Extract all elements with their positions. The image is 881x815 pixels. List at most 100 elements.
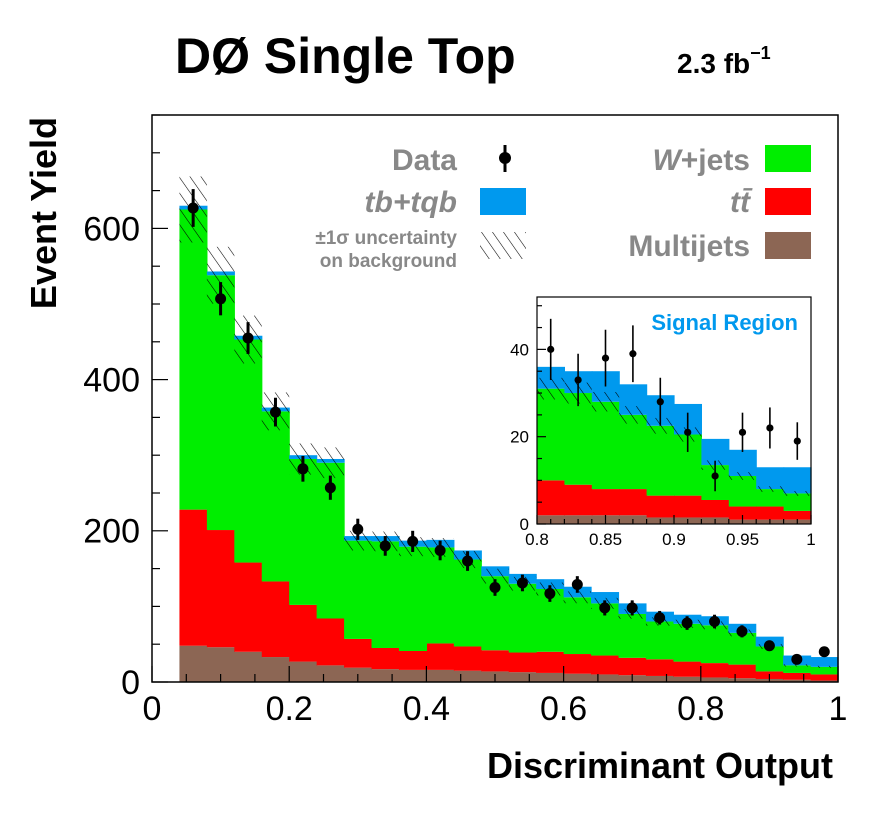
- y-axis-label: Event Yield: [23, 117, 64, 309]
- main-bar-wjets-16: [618, 613, 647, 658]
- main-data-point-11: [489, 582, 501, 593]
- inset-bar-wjets-8: [756, 489, 785, 507]
- main-bar-multijets-15: [591, 674, 620, 682]
- main-bar-tt-4: [289, 604, 318, 662]
- legend-label-uncertainty-2: on background: [320, 251, 457, 272]
- main-data-point-22: [791, 653, 803, 665]
- inset-bar-wjets-7: [728, 475, 757, 507]
- main-bar-tt-9: [426, 643, 455, 670]
- main-x-tick-label-3: 0.6: [540, 690, 587, 728]
- main-data-point-4: [297, 463, 309, 475]
- main-bar-multijets-10: [453, 670, 482, 682]
- x-axis-label: Discriminant Output: [487, 745, 833, 786]
- chart-title: DØ Single Top: [175, 28, 516, 84]
- main-bar-tt-12: [508, 652, 537, 673]
- inset-bar-tt-6: [701, 499, 730, 518]
- main-bar-tt-20: [728, 664, 757, 679]
- legend: Data tb+tqb ±1σ uncertainty on backgroun…: [315, 144, 811, 272]
- legend-swatch-wjets: [765, 145, 811, 172]
- inset-bar-tt-1: [564, 484, 593, 516]
- inset-bar-tt-5: [674, 495, 702, 518]
- main-bar-wjets-0: [179, 209, 208, 510]
- main-y-tick-label-2: 400: [83, 362, 140, 400]
- main-data-point-19: [709, 616, 721, 628]
- inset-bar-tt-3: [619, 489, 648, 516]
- inset-uncertainty-bin-8: [756, 486, 784, 492]
- legend-label-uncertainty: ±1σ uncertainty: [315, 228, 457, 249]
- inset-uncertainty-bin-9: [783, 491, 811, 496]
- inset-bar-wjets-4: [646, 425, 675, 496]
- main-data-point-3: [269, 406, 281, 418]
- main-data-point-17: [654, 612, 666, 624]
- main-uncertainty-bin-23: [810, 665, 838, 668]
- inset-axes: 0 20 40 0.8 0.85 0.9 0.95 1: [510, 305, 816, 549]
- main-bar-tt-23: [810, 674, 839, 681]
- main-x-tick-label-5: 1: [829, 690, 848, 728]
- main-bar-tbtqb-23: [810, 657, 839, 667]
- main-uncertainty-bin-5: [316, 447, 345, 479]
- main-bar-multijets-2: [234, 651, 263, 682]
- main-bar-wjets-23: [810, 666, 839, 675]
- inset-x-tick-label-0: 0.8: [525, 530, 549, 549]
- legend-label-ttbar: tt̄: [730, 186, 753, 219]
- inset-data-point-4: [656, 398, 664, 406]
- main-bar-wjets-18: [673, 623, 702, 662]
- main-y-tick-label-3: 600: [83, 210, 140, 248]
- inset-bar-tt-9: [783, 510, 812, 520]
- inset-data-points: [547, 318, 801, 492]
- inset-uncertainty-bin-0: [537, 377, 565, 400]
- main-bar-tt-22: [783, 672, 812, 680]
- legend-swatch-ttbar: [765, 188, 811, 215]
- main-bar-tt-2: [234, 562, 263, 652]
- inset-bar-wjets-2: [591, 401, 620, 490]
- main-bar-multijets-23: [810, 680, 839, 682]
- inset-data-point-6: [711, 472, 719, 480]
- inset-y-tick-label-0: 0: [520, 515, 529, 534]
- inset-bar-tt-0: [537, 480, 565, 516]
- main-data-point-21: [763, 640, 775, 652]
- main-bar-tt-10: [453, 646, 482, 671]
- legend-marker-data: [499, 152, 511, 164]
- main-bar-tt-13: [536, 651, 565, 673]
- inset-data-point-9: [793, 437, 801, 445]
- main-bar-multijets-13: [536, 672, 565, 682]
- main-y-tick-label-1: 200: [83, 513, 140, 551]
- main-bar-multijets-9: [426, 669, 455, 682]
- main-bar-wjets-9: [426, 547, 455, 644]
- main-data-point-16: [626, 602, 638, 614]
- main-bar-multijets-14: [563, 673, 592, 682]
- inset-y-tick-label-2: 40: [510, 340, 529, 359]
- main-data-point-13: [544, 588, 556, 600]
- inset-bar-wjets-3: [619, 414, 648, 490]
- main-bar-wjets-17: [645, 621, 674, 660]
- inset-uncertainty-bin-2: [591, 391, 620, 412]
- inset-data-point-3: [629, 350, 637, 358]
- legend-label-wjets: W+jets: [652, 144, 750, 177]
- main-bar-wjets-8: [398, 546, 427, 652]
- main-bar-multijets-20: [728, 678, 757, 682]
- inset-y-tick-label-1: 20: [510, 428, 529, 447]
- main-bar-tt-8: [398, 651, 427, 670]
- inset-uncertainty-bin-7: [728, 472, 757, 480]
- main-bar-tt-14: [563, 654, 592, 674]
- main-x-tick-label-4: 0.8: [677, 690, 724, 728]
- main-uncertainty-bin-11: [481, 568, 509, 584]
- inset-bar-tt-4: [646, 495, 675, 518]
- inset-uncertainty-bin-3: [619, 406, 647, 424]
- main-x-tick-label-2: 0.4: [403, 690, 450, 728]
- main-uncertainty-bin-14: [563, 591, 592, 604]
- main-bar-multijets-7: [371, 669, 400, 682]
- inset-bar-tbtqb-7: [728, 449, 757, 476]
- main-data-point-10: [462, 555, 474, 567]
- legend-swatch-uncertainty: [480, 232, 526, 259]
- main-data-point-14: [571, 578, 583, 590]
- inset-x-tick-label-1: 0.85: [589, 530, 622, 549]
- main-bar-wjets-3: [261, 411, 290, 582]
- main-bar-wjets-14: [563, 597, 592, 655]
- main-bar-tt-6: [344, 638, 373, 668]
- main-bar-tt-18: [673, 661, 702, 677]
- main-bar-tt-3: [261, 581, 290, 658]
